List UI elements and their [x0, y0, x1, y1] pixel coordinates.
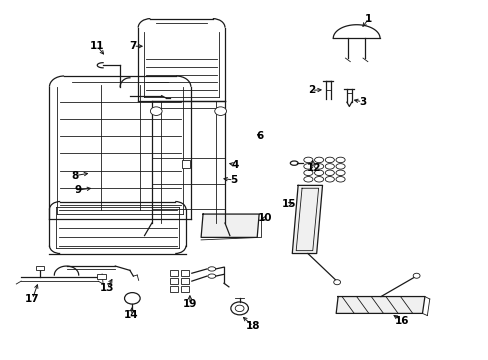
Text: 2: 2	[307, 85, 315, 95]
Polygon shape	[292, 185, 322, 253]
Text: 9: 9	[74, 185, 81, 195]
Bar	[170, 286, 178, 292]
Bar	[182, 159, 189, 168]
Text: 4: 4	[231, 159, 238, 170]
Polygon shape	[335, 297, 424, 314]
Circle shape	[214, 107, 226, 116]
Text: 15: 15	[282, 199, 296, 209]
Text: 18: 18	[245, 321, 260, 331]
Text: 5: 5	[230, 175, 237, 185]
Text: 13: 13	[100, 283, 114, 293]
Text: 7: 7	[129, 41, 137, 51]
Bar	[181, 278, 188, 284]
Bar	[97, 274, 106, 279]
Circle shape	[412, 273, 419, 278]
Text: 17: 17	[25, 294, 40, 304]
Circle shape	[333, 280, 340, 285]
Bar	[170, 270, 178, 276]
Text: 10: 10	[257, 213, 272, 223]
Polygon shape	[201, 214, 259, 237]
Bar	[170, 278, 178, 284]
Text: 14: 14	[124, 310, 139, 320]
Text: 16: 16	[394, 316, 408, 325]
Bar	[36, 266, 43, 270]
Text: 19: 19	[183, 300, 197, 310]
Text: 3: 3	[358, 97, 366, 107]
Text: 8: 8	[71, 171, 78, 181]
Circle shape	[150, 107, 162, 116]
Text: 1: 1	[365, 14, 372, 24]
Text: 12: 12	[306, 163, 320, 173]
Text: 6: 6	[256, 131, 263, 141]
Bar	[181, 286, 188, 292]
Bar	[181, 270, 188, 276]
Text: 11: 11	[90, 41, 104, 51]
